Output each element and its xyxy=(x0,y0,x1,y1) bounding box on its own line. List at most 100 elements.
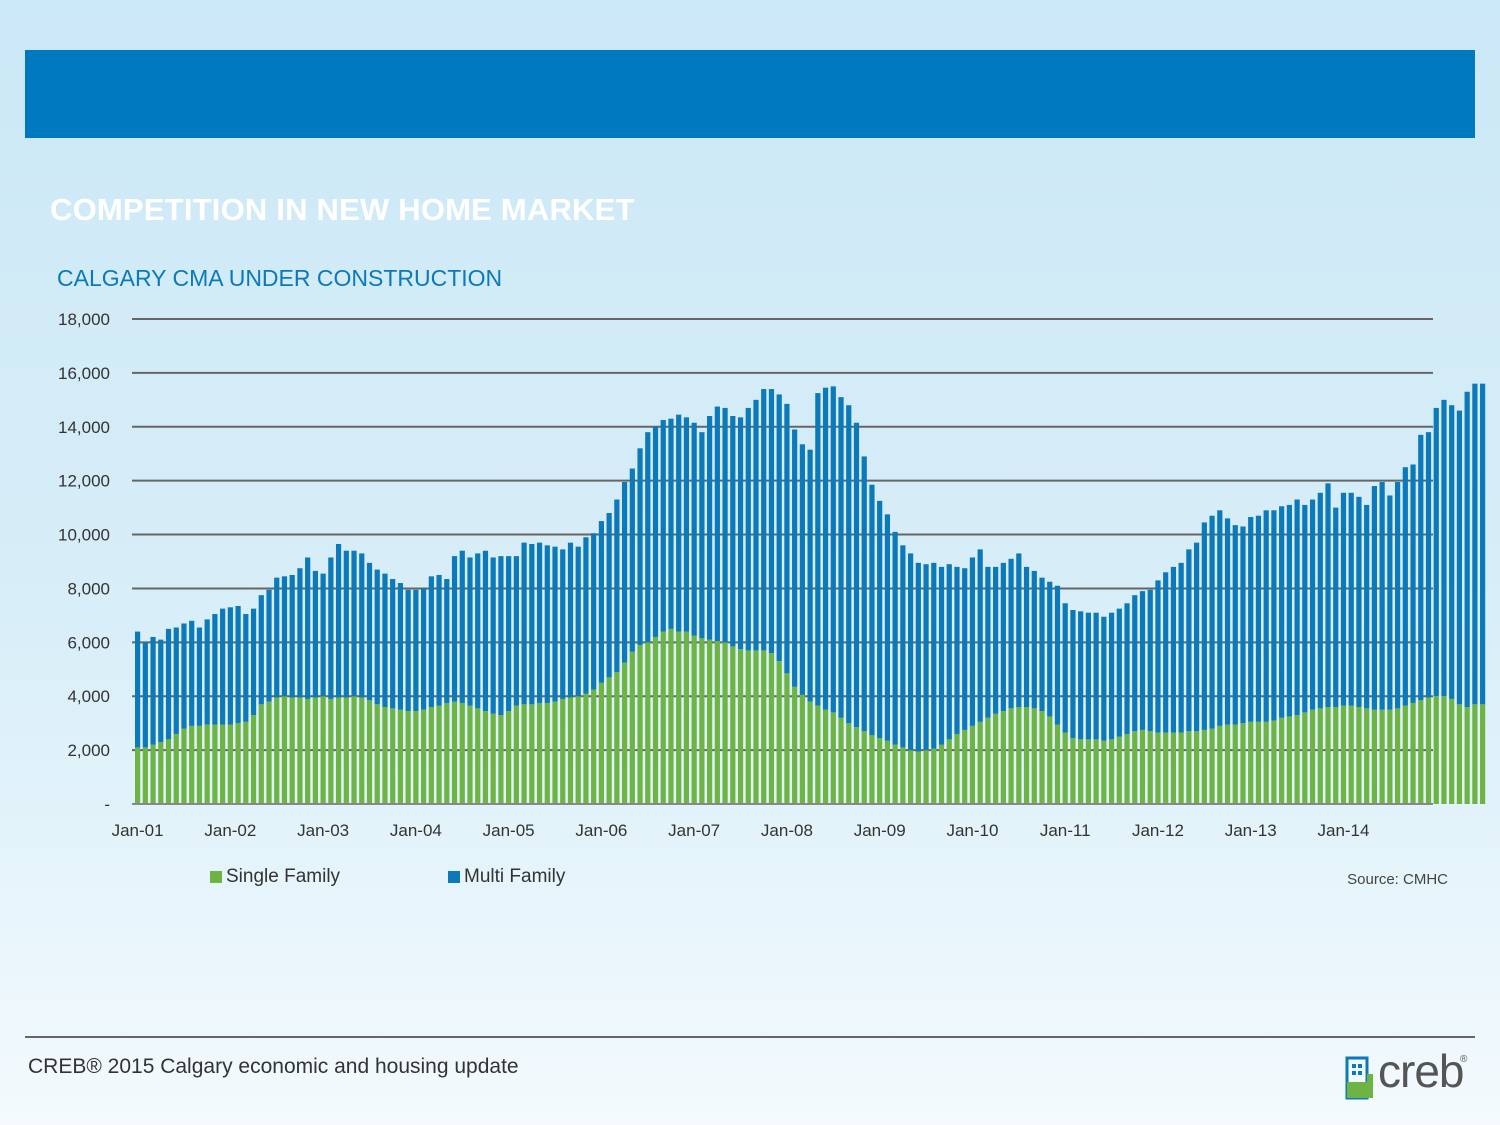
bar-multi-family xyxy=(652,426,659,637)
bar-single-family xyxy=(761,650,767,804)
bar-multi-family xyxy=(606,513,612,678)
bar-multi-family xyxy=(1240,526,1246,724)
bar-single-family xyxy=(158,742,164,804)
y-tick-label: 14,000 xyxy=(58,418,110,437)
bar-single-family xyxy=(614,671,620,804)
bar-multi-family xyxy=(1163,572,1169,733)
bar-multi-family xyxy=(297,568,303,698)
bar-multi-family xyxy=(1348,492,1354,706)
bar-multi-family xyxy=(1116,608,1122,737)
bar-multi-family xyxy=(1062,603,1068,733)
chart: - 2,000 4,000 6,000 8,000 10,000 12,000 14,000 1… xyxy=(58,310,1486,840)
bar-single-family xyxy=(745,650,751,804)
bar-single-family xyxy=(1449,698,1455,804)
footer-divider xyxy=(25,1036,1475,1038)
bar-multi-family xyxy=(1217,510,1223,726)
bar-multi-family xyxy=(1124,603,1130,734)
bar-single-family xyxy=(691,635,697,804)
bar-multi-family xyxy=(1132,595,1138,732)
bar-multi-family xyxy=(513,556,519,706)
chart-title: CALGARY CMA UNDER CONSTRUCTION xyxy=(57,265,503,291)
bar-multi-family xyxy=(1480,383,1486,705)
bar-single-family xyxy=(513,705,519,804)
bar-single-family xyxy=(1441,696,1447,804)
bar-single-family xyxy=(482,711,489,804)
bar-multi-family xyxy=(1456,410,1463,705)
bar-single-family xyxy=(637,645,643,804)
bar-multi-family xyxy=(977,549,983,722)
bar-single-family xyxy=(428,707,434,804)
bar-multi-family xyxy=(931,562,937,749)
bar-single-family xyxy=(1209,728,1215,804)
bar-single-family xyxy=(328,698,334,804)
bar-single-family xyxy=(583,693,589,804)
y-tick-label: 6,000 xyxy=(67,633,110,652)
source-note: Source: CMHC xyxy=(1347,871,1448,888)
bar-multi-family xyxy=(544,545,550,703)
y-tick-label: 8,000 xyxy=(67,579,110,598)
bar-single-family xyxy=(1147,731,1153,804)
bar-single-family xyxy=(815,705,821,804)
bar-multi-family xyxy=(985,566,991,718)
bar-multi-family xyxy=(993,566,999,714)
bar-multi-family xyxy=(1464,391,1470,707)
bar-single-family xyxy=(374,704,380,804)
bar-multi-family xyxy=(1379,482,1385,710)
bar-multi-family xyxy=(707,416,713,640)
bar-multi-family xyxy=(745,407,751,651)
bar-multi-family xyxy=(776,394,782,662)
bar-multi-family xyxy=(521,542,527,705)
legend-item-single-family: Single Family xyxy=(210,866,340,888)
bar-multi-family xyxy=(189,620,195,726)
bar-multi-family xyxy=(815,393,821,706)
bar-multi-family xyxy=(722,407,728,643)
bar-multi-family xyxy=(1340,492,1347,706)
bar-multi-family xyxy=(1294,499,1300,716)
legend-item-multi-family: Multi Family xyxy=(448,866,565,888)
bar-multi-family xyxy=(714,406,720,641)
bar-multi-family xyxy=(235,605,241,724)
bar-single-family xyxy=(529,704,535,804)
bar-multi-family xyxy=(807,449,813,702)
bar-single-family xyxy=(1031,708,1037,804)
bar-single-family xyxy=(1356,707,1362,804)
bar-multi-family xyxy=(289,574,295,698)
bar-multi-family xyxy=(490,557,496,714)
x-tick-label: Jan-13 xyxy=(1225,821,1277,840)
bar-single-family xyxy=(1062,732,1068,804)
bar-single-family xyxy=(266,701,272,804)
bar-multi-family xyxy=(436,574,442,706)
bar-single-family xyxy=(320,696,326,804)
bar-single-family xyxy=(459,702,465,804)
x-tick-label: Jan-06 xyxy=(575,821,627,840)
y-tick-label: - xyxy=(104,795,110,814)
bar-single-family xyxy=(629,651,635,804)
multi-family-swatch xyxy=(448,871,460,883)
bar-single-family xyxy=(1333,707,1339,804)
bar-single-family xyxy=(822,709,829,804)
bar-multi-family xyxy=(467,557,473,706)
bar-multi-family xyxy=(1394,482,1401,709)
y-tick-label: 16,000 xyxy=(58,364,110,383)
bar-single-family xyxy=(1023,707,1030,804)
bar-multi-family xyxy=(853,422,860,728)
bar-single-family xyxy=(807,701,813,804)
bar-single-family xyxy=(444,702,450,804)
bar-multi-family xyxy=(382,573,388,707)
bar-single-family xyxy=(1116,736,1122,804)
bar-single-family xyxy=(1472,704,1478,804)
bar-single-family xyxy=(1325,707,1331,804)
bar-multi-family xyxy=(1093,612,1099,740)
header-band xyxy=(25,50,1475,138)
bar-multi-family xyxy=(784,403,790,674)
bar-multi-family xyxy=(908,553,914,751)
bar-single-family xyxy=(1201,729,1207,804)
bar-single-family xyxy=(204,724,210,804)
bar-single-family xyxy=(382,707,388,804)
bar-single-family xyxy=(258,704,264,804)
x-tick-label: Jan-10 xyxy=(946,821,998,840)
bar-multi-family xyxy=(165,628,172,740)
bar-single-family xyxy=(1224,724,1231,804)
bar-multi-family xyxy=(1016,553,1022,707)
bar-multi-family xyxy=(1101,616,1107,741)
